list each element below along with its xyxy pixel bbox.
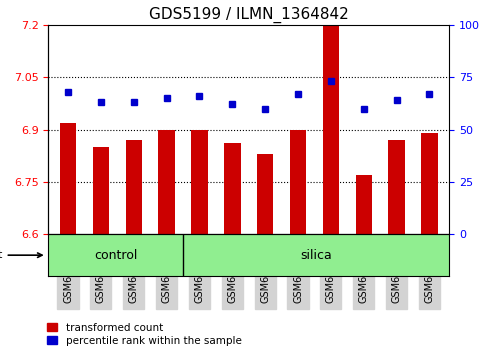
Legend: transformed count, percentile rank within the sample: transformed count, percentile rank withi… bbox=[44, 319, 245, 349]
Text: agent: agent bbox=[0, 250, 42, 260]
Text: silica: silica bbox=[300, 249, 332, 262]
Bar bbox=[183, 234, 449, 276]
Bar bbox=[60, 122, 76, 234]
Bar bbox=[48, 234, 183, 276]
Bar bbox=[93, 147, 109, 234]
Title: GDS5199 / ILMN_1364842: GDS5199 / ILMN_1364842 bbox=[149, 7, 349, 23]
Bar bbox=[323, 25, 339, 234]
Bar bbox=[126, 140, 142, 234]
Bar bbox=[191, 130, 208, 234]
Bar bbox=[158, 130, 175, 234]
Bar bbox=[257, 154, 273, 234]
Bar bbox=[224, 143, 241, 234]
Bar bbox=[355, 175, 372, 234]
Bar bbox=[290, 130, 306, 234]
Bar bbox=[388, 140, 405, 234]
Text: control: control bbox=[94, 249, 137, 262]
Bar bbox=[421, 133, 438, 234]
